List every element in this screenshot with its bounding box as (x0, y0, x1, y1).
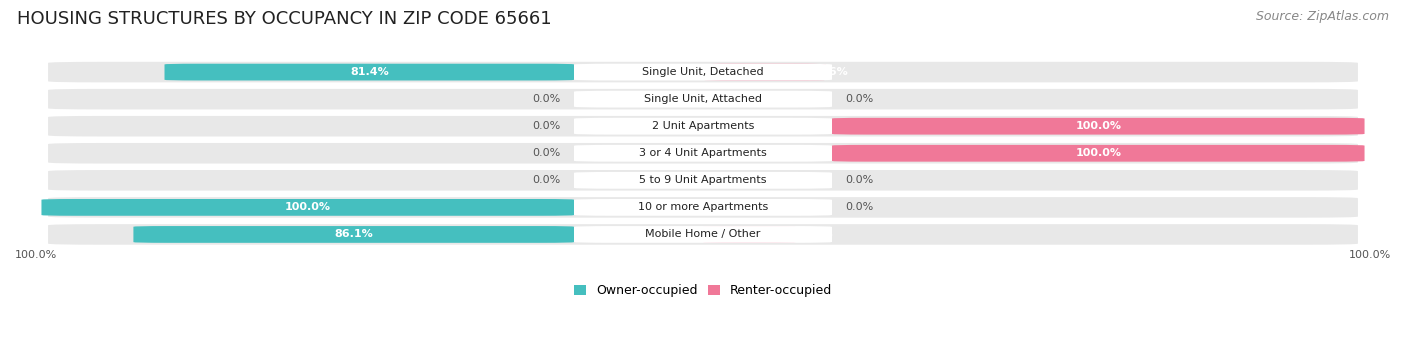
Text: HOUSING STRUCTURES BY OCCUPANCY IN ZIP CODE 65661: HOUSING STRUCTURES BY OCCUPANCY IN ZIP C… (17, 10, 551, 28)
FancyBboxPatch shape (48, 62, 1358, 83)
Text: 100.0%: 100.0% (15, 250, 58, 260)
FancyBboxPatch shape (574, 226, 832, 243)
Text: 2 Unit Apartments: 2 Unit Apartments (652, 121, 754, 131)
Text: 0.0%: 0.0% (533, 121, 561, 131)
Text: Single Unit, Detached: Single Unit, Detached (643, 67, 763, 77)
Text: 100.0%: 100.0% (1076, 121, 1121, 131)
FancyBboxPatch shape (574, 172, 832, 189)
Text: 0.0%: 0.0% (533, 148, 561, 158)
FancyBboxPatch shape (165, 64, 574, 80)
FancyBboxPatch shape (703, 64, 827, 80)
Text: 10 or more Apartments: 10 or more Apartments (638, 202, 768, 212)
FancyBboxPatch shape (48, 143, 1358, 164)
Text: 100.0%: 100.0% (1076, 148, 1121, 158)
FancyBboxPatch shape (832, 118, 1365, 135)
Text: 100.0%: 100.0% (1348, 250, 1391, 260)
Text: 0.0%: 0.0% (845, 94, 873, 104)
Text: 100.0%: 100.0% (285, 202, 330, 212)
FancyBboxPatch shape (48, 116, 1358, 136)
FancyBboxPatch shape (703, 226, 796, 243)
Text: Source: ZipAtlas.com: Source: ZipAtlas.com (1256, 10, 1389, 23)
Text: 0.0%: 0.0% (533, 175, 561, 185)
FancyBboxPatch shape (134, 226, 574, 243)
Text: 0.0%: 0.0% (845, 202, 873, 212)
Text: 0.0%: 0.0% (533, 94, 561, 104)
Text: 14.0%: 14.0% (794, 229, 834, 239)
Text: 3 or 4 Unit Apartments: 3 or 4 Unit Apartments (640, 148, 766, 158)
FancyBboxPatch shape (48, 197, 1358, 218)
FancyBboxPatch shape (574, 145, 832, 162)
FancyBboxPatch shape (48, 224, 1358, 245)
Text: Single Unit, Attached: Single Unit, Attached (644, 94, 762, 104)
FancyBboxPatch shape (574, 118, 832, 135)
Text: 86.1%: 86.1% (335, 229, 373, 239)
FancyBboxPatch shape (574, 64, 832, 80)
Text: 18.6%: 18.6% (810, 67, 848, 77)
Text: 81.4%: 81.4% (350, 67, 388, 77)
FancyBboxPatch shape (574, 199, 832, 216)
FancyBboxPatch shape (832, 145, 1365, 162)
Legend: Owner-occupied, Renter-occupied: Owner-occupied, Renter-occupied (574, 284, 832, 297)
FancyBboxPatch shape (574, 91, 832, 107)
FancyBboxPatch shape (48, 89, 1358, 109)
Text: Mobile Home / Other: Mobile Home / Other (645, 229, 761, 239)
Text: 5 to 9 Unit Apartments: 5 to 9 Unit Apartments (640, 175, 766, 185)
FancyBboxPatch shape (48, 170, 1358, 191)
Text: 0.0%: 0.0% (845, 175, 873, 185)
FancyBboxPatch shape (41, 199, 574, 216)
